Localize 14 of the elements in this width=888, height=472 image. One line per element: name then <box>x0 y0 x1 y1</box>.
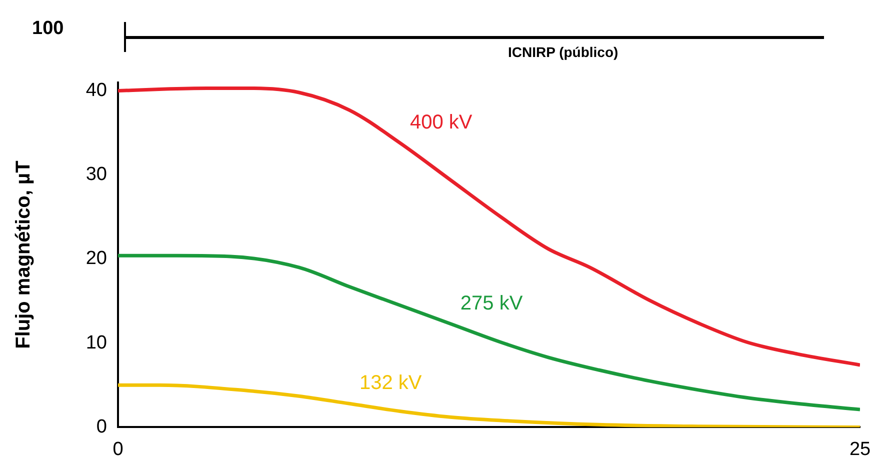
series-label: 275 kV <box>460 292 524 314</box>
text: 100 <box>32 18 64 40</box>
y-tick-label: 20 <box>86 248 107 270</box>
y-tick-label: 40 <box>86 80 107 102</box>
y-tick-label: 10 <box>86 332 107 354</box>
y-tick-label: 30 <box>86 164 107 186</box>
series-label: 400 kV <box>410 111 473 134</box>
text: ICNIRP (público) <box>508 44 618 60</box>
y-tick-label: 0 <box>96 416 107 438</box>
x-tick-label: 25 <box>849 438 871 460</box>
y-axis-title: Flujo magnético, µT <box>12 160 35 349</box>
line-series <box>118 254 860 412</box>
series-label: 132 kV <box>360 372 422 394</box>
line-series <box>118 86 860 367</box>
